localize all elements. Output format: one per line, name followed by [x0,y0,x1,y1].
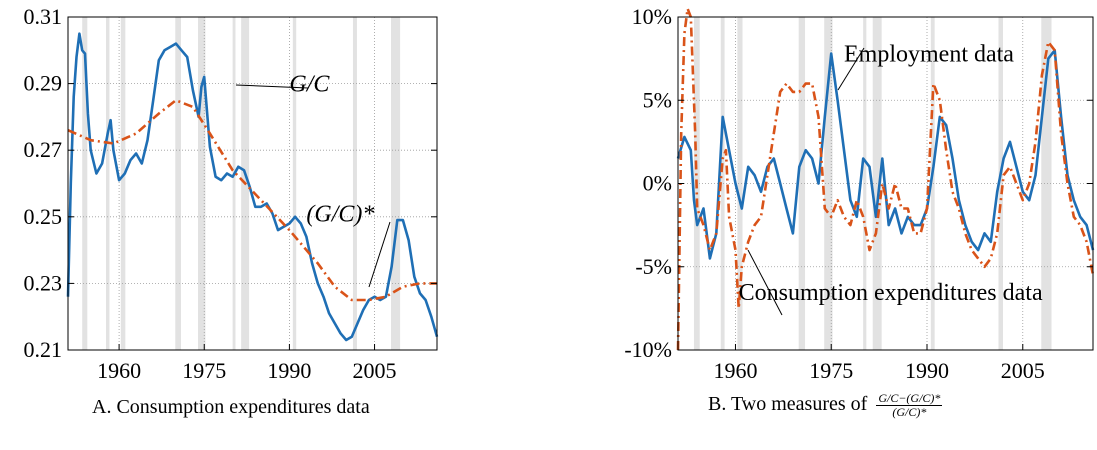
panel-b-caption-fraction-denominator: (G/C)* [892,405,927,419]
panel-b-y-tick-label: 0% [643,171,672,196]
panel-b-x-tick-label: 1960 [713,358,757,383]
panel-b-recession-band [737,17,743,350]
panel-a-y-tick-label: 0.27 [24,137,63,162]
panel-a-recession-band [82,17,88,350]
panel-b-caption-prefix: B. Two measures of [708,393,868,416]
panel-a-annotation-leader-gcstar [368,221,391,288]
panel-a-recession-band [198,17,206,350]
panel-a-recession-band [352,17,357,350]
panel-a-annotation-gcstar: (G/C)* [306,201,374,227]
panel-b-recession-band [998,17,1003,350]
panel-b-y-tick-label: -5% [635,254,672,279]
panel-a-y-tick-label: 0.31 [24,4,63,29]
panel-b-recession-band [930,17,935,350]
panel-b-y-tick-label: -10% [624,337,672,362]
panel-a: 0.21 0.23 0.25 0.27 0.29 0.31 1960 1975 1990 200… [24,4,439,383]
panel-b-series-consumption [676,7,1095,351]
panel-b-caption: B. Two measures of G/C−(G/C)* (G/C)* [708,391,943,419]
panel-b-caption-fraction-numerator: G/C−(G/C)* [876,391,943,406]
panel-a-y-tick-label: 0.29 [24,71,63,96]
panel-a-x-ticks: 1960 1975 1990 2005 [97,344,397,383]
panel-b-x-ticks: 1960 1975 1990 2005 [713,344,1045,383]
panel-b-series-employment [676,49,1095,260]
panel-b-recession-band [720,17,725,350]
panel-a-y-tick-label: 0.21 [24,337,63,362]
panel-a-recession-band [120,17,126,350]
panel-b-y-ticks: -10% -5% 0% 5% 10% [624,4,1093,362]
panel-a-caption-text: A. Consumption expenditures data [92,396,370,418]
panel-a-recession-band [232,17,236,350]
panel-a-annotation-leader-gc [235,84,309,89]
panel-b-recession-band [872,17,882,350]
panel-a-x-tick-label: 1975 [182,358,226,383]
panel-a-y-tick-label: 0.23 [24,270,63,295]
panel-b-series-line-0 [676,49,1095,260]
panel-b-series-line-1 [676,7,1095,351]
panel-b-annotation-leader-employment [837,47,865,91]
panel-a-recession-band [391,17,401,350]
panel-a-y-ticks: 0.21 0.23 0.25 0.27 0.29 0.31 [24,4,437,362]
panel-a-recession-band [175,17,181,350]
panel-a-recession-band [106,17,110,350]
panel-b-caption-fraction: G/C−(G/C)* (G/C)* [876,391,943,419]
panel-a-annotation-gc: G/C [289,72,330,98]
panel-b: -10% -5% 0% 5% 10% 1960 1975 1990 2005 Employme… [624,4,1095,383]
panel-a-caption: A. Consumption expenditures data [92,396,370,419]
panel-b-y-tick-label: 10% [632,4,672,29]
panel-a-recession-band [292,17,297,350]
panel-a-x-tick-label: 2005 [353,358,397,383]
panel-b-annotation-consumption: Consumption expenditures data [739,280,1043,306]
panel-a-y-tick-label: 0.25 [24,204,63,229]
panel-a-frame [67,16,438,351]
panel-b-recession-band [1041,17,1052,350]
panel-b-x-tick-label: 1975 [809,358,853,383]
panel-b-x-tick-label: 2005 [1001,358,1045,383]
panel-a-x-tick-label: 1960 [97,358,141,383]
panel-b-annotation-leader-consumption [747,249,783,316]
panel-b-y-tick-label: 5% [643,87,672,112]
panel-a-x-tick-label: 1990 [267,358,311,383]
panel-b-annotation-employment: Employment data [844,42,1014,68]
panel-b-x-tick-label: 1990 [905,358,949,383]
